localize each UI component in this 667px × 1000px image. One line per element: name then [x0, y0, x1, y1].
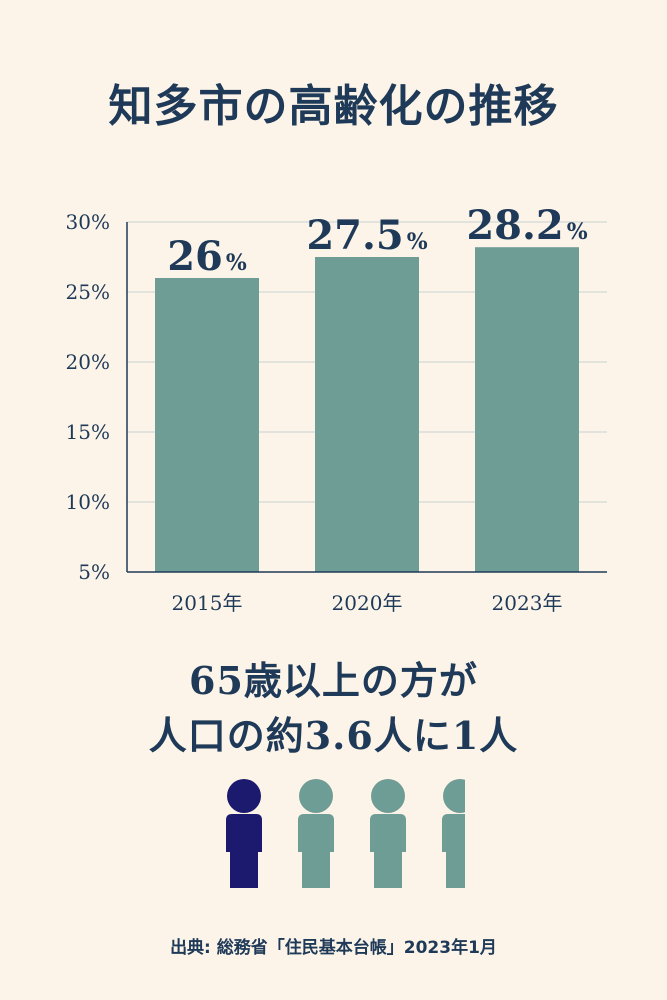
x-tick-label: 2023年: [492, 591, 563, 615]
person-icon: [218, 778, 270, 890]
headline-line-2: 人口の約3.6人に1人: [148, 713, 519, 758]
bar-chart: 5% 10% 15% 20% 25% 30% 26 % 2015年 27.5 % 2020年 28.2%…: [66, 202, 607, 615]
bars: [155, 247, 579, 572]
y-tick-label: 25%: [66, 280, 110, 304]
bar: [155, 278, 259, 572]
headline-line-1: 65歳以上の方が: [189, 658, 478, 703]
y-tick-label: 5%: [78, 560, 110, 584]
x-tick-label: 2015年: [172, 591, 243, 615]
person-icon: [362, 778, 414, 890]
y-tick-label: 30%: [66, 210, 110, 234]
people-pictogram: [218, 778, 478, 890]
person-icon: [290, 778, 342, 890]
labels: 5% 10% 15% 20% 25% 30% 26 % 2015年 27.5 % 2020年 28.2%…: [66, 202, 588, 615]
source-note: 出典: 総務省「住民基本台帳」2023年1月: [170, 938, 497, 958]
bar: [475, 247, 579, 572]
y-tick-label: 20%: [66, 350, 110, 374]
value-label: 28.2%: [466, 202, 587, 249]
bar: [315, 257, 419, 572]
value-label: 27.5%: [306, 212, 427, 259]
y-tick-label: 15%: [66, 420, 110, 444]
value-label: 26%: [167, 233, 247, 280]
y-tick-label: 10%: [66, 490, 110, 514]
page-title: 知多市の高齢化の推移: [108, 81, 559, 132]
person-icon: [434, 778, 465, 890]
x-tick-label: 2020年: [332, 591, 403, 615]
axes: [126, 222, 607, 573]
